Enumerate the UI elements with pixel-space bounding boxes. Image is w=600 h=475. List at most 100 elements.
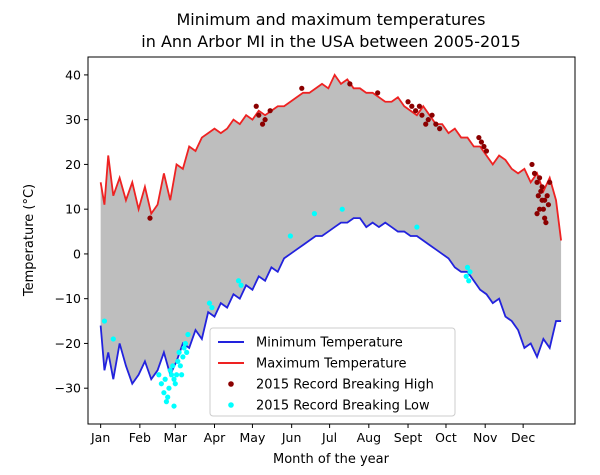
x-tick-label: Oct — [435, 430, 457, 445]
x-tick-label: Jul — [321, 430, 337, 445]
record-low-point — [179, 372, 185, 378]
record-high-point — [423, 121, 429, 127]
record-high-point — [299, 85, 305, 91]
record-high-point — [267, 108, 273, 114]
record-low-point — [185, 331, 191, 338]
record-low-point — [180, 354, 186, 360]
x-axis-label: Month of the year — [273, 452, 390, 467]
record-high-point — [536, 175, 543, 181]
record-low-point — [166, 385, 172, 391]
record-low-point — [238, 282, 244, 288]
record-high-point — [416, 103, 423, 109]
record-low-points — [101, 206, 473, 409]
record-high-point — [534, 179, 540, 185]
record-high-point — [476, 134, 482, 141]
record-low-point — [463, 273, 469, 279]
y-axis: −30 −20 −10 0 10 20 30 40 — [55, 67, 88, 396]
record-high-point — [542, 215, 548, 221]
record-low-point — [311, 211, 318, 217]
y-tick-label: 10 — [65, 202, 81, 217]
record-high-point — [534, 211, 540, 217]
record-high-point — [253, 103, 259, 109]
record-low-point — [156, 372, 162, 378]
record-low-point — [209, 305, 215, 311]
legend: Minimum Temperature Maximum Temperature 20… — [209, 327, 456, 417]
record-low-point — [181, 345, 187, 351]
record-high-point — [425, 117, 431, 123]
record-low-point — [158, 381, 164, 387]
record-high-point — [531, 170, 538, 176]
record-low-point — [171, 403, 177, 409]
x-axis: Jan Feb Mar Apr May Jun Jul Aug Sept Oct Nov Dec — [90, 424, 535, 445]
x-tick-label: Mar — [163, 430, 187, 445]
record-high-point — [545, 202, 552, 208]
record-high-points — [147, 81, 553, 226]
legend-label: 2015 Record Breaking Low — [256, 399, 430, 414]
legend-label: Maximum Temperature — [256, 357, 407, 372]
record-low-point — [171, 376, 177, 382]
record-high-point — [544, 193, 550, 199]
record-high-point — [542, 197, 548, 203]
y-tick-label: 20 — [65, 157, 81, 172]
record-low-point — [464, 264, 471, 270]
record-high-point — [536, 206, 543, 212]
record-low-point — [110, 336, 116, 342]
record-high-point — [543, 219, 549, 226]
chart-title-line-1: Minimum and maximum temperatures — [176, 10, 485, 29]
y-tick-label: 40 — [65, 67, 81, 82]
y-tick-label: 0 — [73, 246, 81, 261]
y-tick-label: −10 — [55, 291, 81, 306]
legend-box — [209, 327, 456, 417]
y-tick-label: 30 — [65, 112, 81, 127]
x-tick-label: May — [240, 430, 266, 445]
y-tick-label: −30 — [55, 381, 81, 396]
plot-area — [99, 73, 562, 409]
y-tick-label: −20 — [55, 336, 81, 351]
record-high-point — [539, 184, 545, 190]
record-high-point — [409, 103, 415, 109]
record-high-point — [535, 193, 541, 199]
legend-label: 2015 Record Breaking High — [256, 378, 434, 393]
record-high-point — [147, 215, 153, 221]
record-high-point — [259, 121, 266, 127]
record-high-point — [375, 90, 381, 96]
record-high-point — [547, 179, 553, 185]
record-high-point — [256, 112, 262, 118]
record-low-point — [235, 278, 242, 284]
x-tick-label: Dec — [511, 430, 535, 445]
legend-label: Minimum Temperature — [256, 336, 403, 351]
legend-dot-swatch — [228, 402, 234, 408]
legend-dot-swatch — [228, 381, 234, 387]
record-low-point — [101, 318, 108, 324]
record-low-point — [175, 358, 181, 364]
record-high-point — [347, 81, 353, 87]
record-low-point — [167, 367, 173, 373]
record-high-point — [481, 143, 487, 150]
record-high-point — [413, 108, 419, 114]
x-tick-label: Jun — [281, 430, 302, 445]
x-tick-label: Aug — [357, 430, 381, 445]
record-high-point — [405, 99, 411, 105]
y-axis-label: Temperature (°C) — [22, 184, 37, 297]
record-low-point — [162, 376, 168, 382]
record-high-point — [483, 148, 490, 154]
plot-frame — [87, 56, 576, 425]
chart-title-line-2: in Ann Arbor MI in the USA between 2005-… — [141, 32, 520, 51]
record-low-point — [172, 381, 178, 387]
x-tick-label: Jan — [90, 430, 110, 445]
record-low-point — [165, 394, 171, 400]
record-low-point — [163, 399, 170, 405]
record-low-point — [184, 349, 190, 355]
record-high-point — [429, 112, 435, 118]
record-low-point — [168, 372, 175, 378]
record-low-point — [206, 300, 213, 306]
record-low-point — [339, 206, 345, 212]
record-low-point — [177, 363, 183, 369]
record-low-point — [414, 224, 420, 230]
record-low-point — [287, 233, 293, 239]
x-tick-label: Feb — [129, 430, 151, 445]
record-low-point — [176, 349, 182, 355]
record-low-point — [173, 372, 180, 378]
record-high-point — [540, 206, 546, 212]
